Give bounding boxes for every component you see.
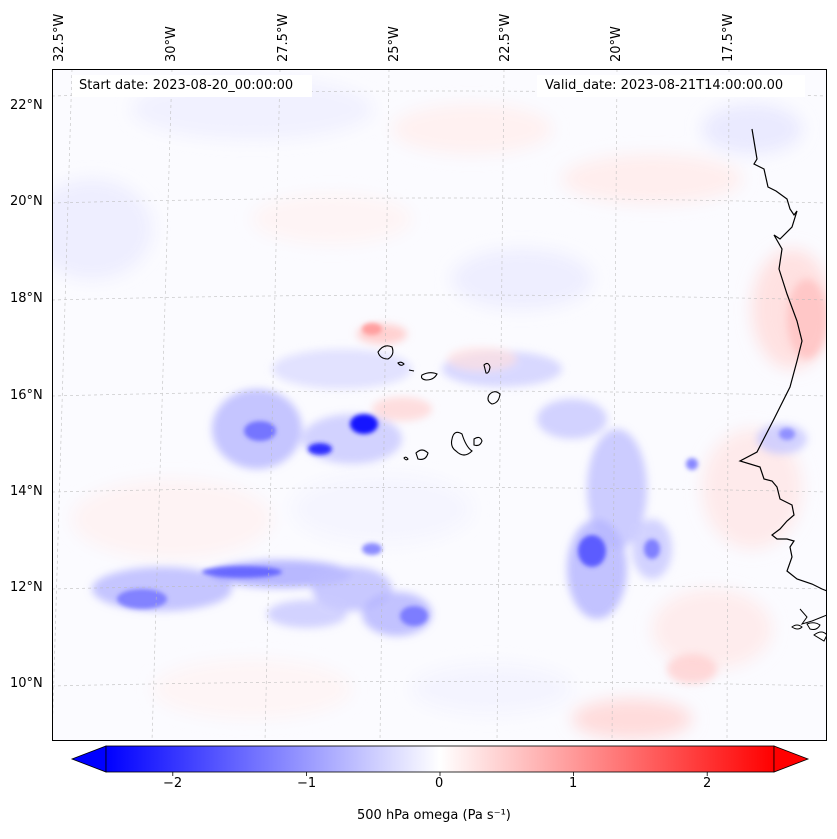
cbar-tick-label-1: 1: [569, 776, 578, 791]
omega-structures: [92, 279, 827, 684]
coastline: [738, 128, 827, 592]
colorbar-gradient: [105, 745, 775, 773]
cbar-tick-label-0: 0: [435, 776, 444, 791]
lat-label-20n: 20°N: [10, 194, 43, 209]
map-frame: [52, 69, 827, 741]
lon-label-27-5w: 27.5°W: [276, 13, 291, 62]
lat-label-10n: 10°N: [10, 676, 43, 691]
lat-label-12n: 12°N: [10, 580, 43, 595]
lat-label-22n: 22°N: [10, 98, 43, 113]
lon-label-22-5w: 22.5°W: [498, 13, 513, 62]
colorbar-extend-min: [70, 745, 107, 773]
valid-date-label: Valid_date: 2023-08-21T14:00:00.00: [545, 78, 784, 93]
valid-date-box: [537, 75, 805, 97]
lat-label-18n: 18°N: [10, 291, 43, 306]
lon-label-32-5w: 32.5°W: [52, 13, 67, 62]
omega-map: [52, 69, 827, 741]
cape-verde-islands: [377, 345, 501, 461]
colorbar-ticks: [172, 772, 708, 776]
lon-label-20w: 20°W: [609, 26, 624, 62]
lat-label-16n: 16°N: [10, 388, 43, 403]
lat-label-14n: 14°N: [10, 484, 43, 499]
lon-label-25w: 25°W: [387, 26, 402, 62]
start-date-box: [72, 75, 312, 97]
colorbar-label: 500 hPa omega (Pa s⁻¹): [357, 808, 511, 823]
gridlines: [52, 69, 827, 741]
coastline-guinea: [799, 608, 827, 625]
colorbar-extend-max: [773, 745, 810, 773]
start-date-label: Start date: 2023-08-20_00:00:00: [79, 78, 294, 93]
coastline-bissau-islands: [791, 622, 827, 642]
lon-label-30w: 30°W: [164, 26, 179, 62]
cbar-tick-label-neg1: −1: [297, 776, 317, 791]
cbar-tick-label-2: 2: [703, 776, 712, 791]
lon-label-17-5w: 17.5°W: [721, 13, 736, 62]
omega-cores: [117, 323, 795, 626]
omega-field: [52, 79, 827, 739]
colorbar: [70, 745, 810, 776]
cbar-tick-label-neg2: −2: [163, 776, 183, 791]
